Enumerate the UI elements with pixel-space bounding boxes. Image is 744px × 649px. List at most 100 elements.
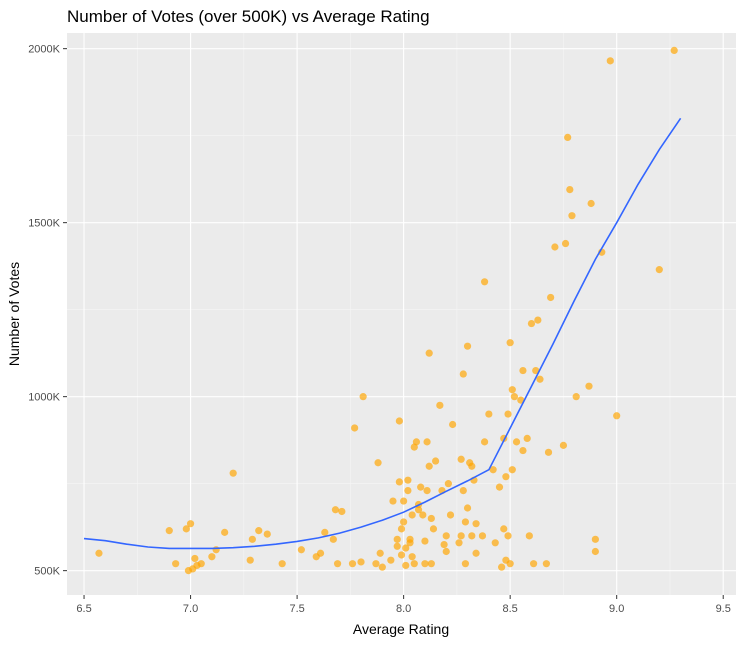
data-point bbox=[197, 560, 205, 568]
data-point bbox=[255, 527, 263, 535]
data-point bbox=[572, 393, 580, 401]
data-point bbox=[468, 462, 476, 470]
y-axis-title: Number of Votes bbox=[6, 262, 22, 366]
data-point bbox=[587, 199, 595, 208]
data-point bbox=[527, 319, 536, 328]
data-point bbox=[221, 528, 229, 536]
smooth-trend-line bbox=[83, 117, 682, 550]
data-point bbox=[333, 560, 342, 568]
data-point bbox=[212, 546, 220, 554]
data-point bbox=[498, 563, 506, 571]
data-point bbox=[410, 560, 418, 568]
data-point bbox=[419, 511, 427, 519]
data-point bbox=[297, 546, 305, 554]
data-point bbox=[512, 438, 521, 446]
data-point bbox=[551, 243, 559, 251]
data-point bbox=[357, 558, 365, 566]
y-tick-label: 2000K bbox=[28, 44, 60, 56]
data-point bbox=[246, 556, 254, 564]
x-tick-label: 7.0 bbox=[183, 603, 198, 615]
data-point bbox=[591, 547, 599, 556]
data-point bbox=[613, 412, 621, 420]
data-point bbox=[427, 560, 435, 568]
data-point bbox=[506, 339, 514, 347]
data-point bbox=[414, 506, 423, 514]
data-point bbox=[502, 473, 510, 481]
data-point bbox=[655, 266, 663, 274]
x-tick-label: 8.0 bbox=[396, 603, 411, 615]
data-point bbox=[457, 455, 465, 463]
data-point bbox=[427, 514, 435, 523]
data-point bbox=[561, 239, 570, 248]
y-axis-ticks: 500K 1000K 1500K 2000K bbox=[28, 44, 67, 578]
data-point bbox=[547, 293, 555, 302]
data-point bbox=[559, 441, 568, 449]
data-point bbox=[519, 446, 527, 455]
data-point bbox=[329, 535, 337, 543]
data-point bbox=[431, 457, 440, 465]
data-point bbox=[525, 532, 533, 540]
data-point bbox=[393, 535, 401, 543]
data-point bbox=[425, 462, 433, 470]
data-point bbox=[568, 212, 576, 220]
data-point bbox=[393, 542, 401, 550]
data-point bbox=[436, 401, 444, 409]
data-point bbox=[404, 487, 412, 495]
data-point bbox=[404, 476, 412, 484]
data-point bbox=[191, 554, 199, 563]
chart-title: Number of Votes (over 500K) vs Average R… bbox=[67, 7, 430, 26]
data-point bbox=[321, 528, 329, 536]
data-point bbox=[400, 518, 408, 526]
data-point bbox=[480, 278, 489, 286]
data-point bbox=[455, 539, 463, 547]
data-point bbox=[442, 547, 450, 556]
data-point bbox=[351, 424, 359, 432]
x-tick-label: 7.5 bbox=[289, 603, 304, 615]
data-point bbox=[408, 553, 416, 561]
data-point bbox=[463, 504, 472, 512]
data-point bbox=[412, 438, 421, 446]
data-point bbox=[444, 480, 452, 488]
data-point bbox=[491, 539, 499, 547]
data-point bbox=[425, 349, 433, 357]
data-point bbox=[429, 525, 438, 533]
data-points bbox=[95, 46, 678, 575]
data-point bbox=[208, 553, 216, 561]
data-point bbox=[508, 466, 516, 474]
data-point bbox=[278, 560, 286, 568]
data-point bbox=[585, 382, 593, 390]
data-point bbox=[523, 434, 531, 443]
data-point bbox=[376, 549, 384, 557]
x-axis-title: Average Rating bbox=[353, 621, 449, 637]
data-point bbox=[406, 535, 414, 543]
data-point bbox=[504, 532, 512, 540]
data-point bbox=[529, 560, 538, 568]
data-point bbox=[372, 560, 380, 568]
data-point bbox=[423, 487, 431, 495]
data-point bbox=[442, 532, 450, 540]
y-tick-label: 1000K bbox=[28, 392, 60, 404]
data-point bbox=[421, 560, 429, 568]
data-point bbox=[536, 375, 544, 383]
data-point bbox=[186, 520, 195, 528]
data-point bbox=[397, 525, 406, 533]
data-point bbox=[263, 530, 271, 538]
x-axis-ticks: 6.5 7.0 7.5 8.0 8.5 9.0 9.5 bbox=[76, 595, 731, 615]
data-point bbox=[402, 544, 410, 552]
data-point bbox=[504, 410, 512, 418]
data-point bbox=[395, 417, 403, 425]
data-point bbox=[591, 535, 599, 543]
data-point bbox=[338, 507, 346, 516]
data-point bbox=[461, 560, 470, 568]
data-point bbox=[182, 525, 190, 533]
data-point bbox=[457, 532, 465, 540]
y-tick-label: 1500K bbox=[28, 218, 60, 230]
data-point bbox=[461, 518, 470, 526]
data-point bbox=[468, 532, 476, 540]
data-point bbox=[508, 386, 516, 394]
data-point bbox=[374, 459, 382, 467]
x-tick-label: 9.5 bbox=[716, 603, 731, 615]
data-point bbox=[446, 511, 455, 519]
data-point bbox=[510, 393, 519, 401]
